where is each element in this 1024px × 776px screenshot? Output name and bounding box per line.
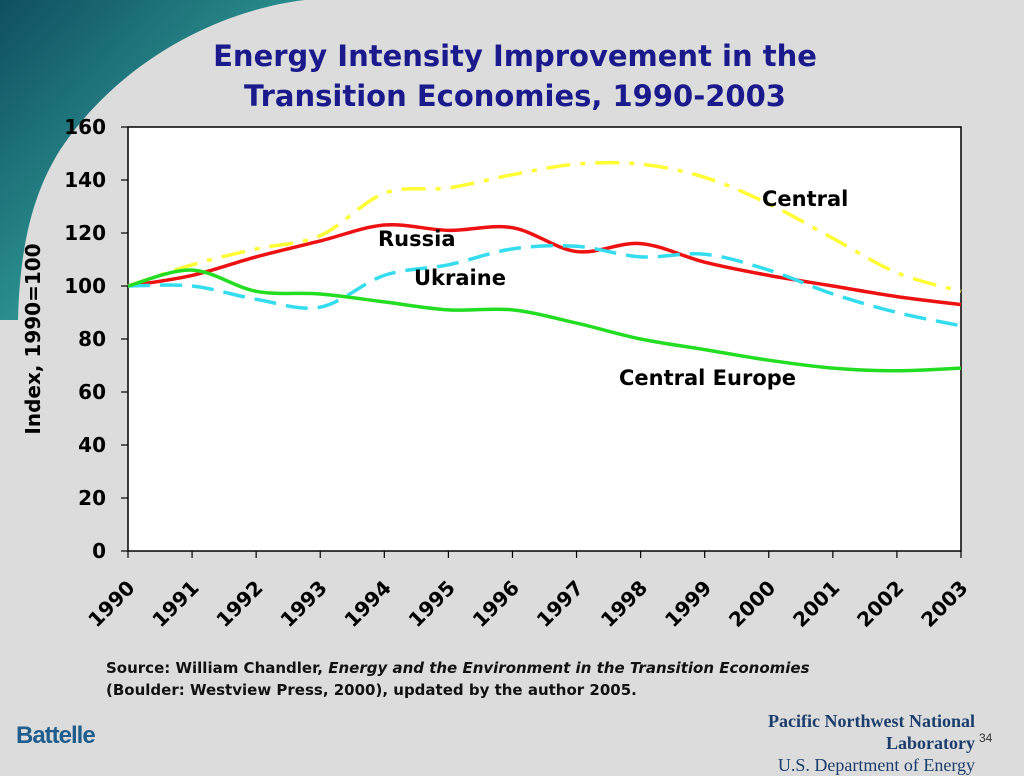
series-line-ukraine xyxy=(127,243,962,328)
pnnl-lab-name: Pacific Northwest National Laboratory xyxy=(768,711,975,753)
x-tick-label: 1993 xyxy=(275,576,331,632)
title-line-2: Transition Economies, 1990-2003 xyxy=(244,79,786,113)
y-tick-label: 160 xyxy=(64,115,106,139)
y-tick-label: 80 xyxy=(78,327,106,351)
doe-name: U.S. Department of Energy xyxy=(777,755,975,775)
x-tick-label: 2002 xyxy=(852,576,908,632)
y-tick-label: 0 xyxy=(92,539,106,563)
source-citation: Source: William Chandler, Energy and the… xyxy=(106,657,986,701)
decorative-swoosh xyxy=(0,0,305,320)
plot-area xyxy=(127,126,962,552)
y-tick-label: 60 xyxy=(78,380,106,404)
x-tick-label: 2003 xyxy=(916,576,972,632)
battelle-logo: Battelle xyxy=(16,722,96,749)
y-tick-label: 120 xyxy=(64,221,106,245)
series-line-central xyxy=(127,160,962,293)
series-line-russia xyxy=(127,223,962,307)
y-tick-label: 20 xyxy=(78,486,106,510)
x-tick-label: 1991 xyxy=(147,576,203,632)
source-book-title: Energy and the Environment in the Transi… xyxy=(328,659,810,677)
x-tick-label: 2001 xyxy=(788,576,844,632)
y-tick-label: 140 xyxy=(64,168,106,192)
title-line-1: Energy Intensity Improvement in the xyxy=(213,39,817,73)
x-tick-label: 1997 xyxy=(532,576,588,632)
x-tick-label: 1998 xyxy=(596,576,652,632)
x-tick-label: 1996 xyxy=(468,576,524,632)
series-label-central-europe: Central Europe xyxy=(619,366,796,390)
page-title: Energy Intensity Improvement in the Tran… xyxy=(120,36,910,116)
x-tick-label: 1994 xyxy=(340,576,396,632)
page-number: 34 xyxy=(979,731,993,745)
x-tick-label: 2000 xyxy=(724,576,780,632)
x-tick-label: 1995 xyxy=(404,576,460,632)
y-tick-label: 40 xyxy=(78,433,106,457)
series-label-central: Central xyxy=(762,187,848,211)
x-tick-label: 1999 xyxy=(660,576,716,632)
series-label-ukraine: Ukraine xyxy=(414,266,506,290)
source-prefix: Source: William Chandler, xyxy=(106,659,329,677)
x-tick-label: 1992 xyxy=(211,576,267,632)
source-suffix: (Boulder: Westview Press, 2000), updated… xyxy=(106,681,637,699)
y-tick-label: 100 xyxy=(64,274,106,298)
series-line-central-europe xyxy=(127,268,962,373)
series-label-russia: Russia xyxy=(378,227,456,251)
pnnl-footer: Pacific Northwest National Laboratory U.… xyxy=(690,710,975,776)
x-tick-label: 1990 xyxy=(83,576,139,632)
y-axis-title: Index, 1990=100 xyxy=(21,243,45,434)
